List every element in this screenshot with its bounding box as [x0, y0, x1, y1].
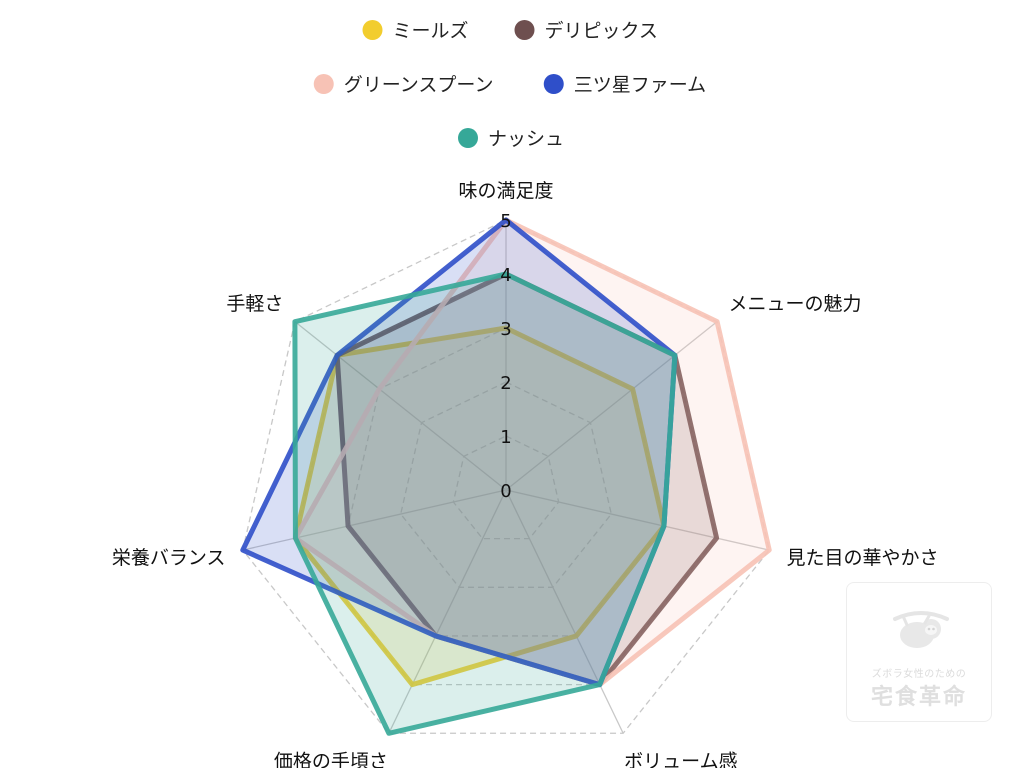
legend-label: 三ツ星ファーム: [574, 74, 706, 96]
axis-label: 手軽さ: [226, 293, 283, 315]
legend-item[interactable]: 三ツ星ファーム: [543, 74, 706, 96]
tick-label: 3: [500, 319, 511, 340]
legend-swatch: [362, 20, 383, 40]
tick-label: 1: [500, 427, 511, 448]
legend-label: ナッシュ: [488, 128, 564, 150]
legend-item[interactable]: デリピックス: [514, 20, 658, 42]
axis-label: ボリューム感: [624, 750, 737, 768]
series-polygon-5[interactable]: [292, 271, 678, 736]
radial-ticks: 0 1 2 3 4 5: [500, 211, 511, 502]
radar-series: [240, 217, 772, 736]
grid-spoke: [505, 321, 718, 491]
grid-spoke: [505, 489, 770, 551]
watermark-tagline: ズボラ女性のための: [871, 669, 967, 680]
grid-spoke: [505, 489, 624, 734]
legend-swatch: [543, 74, 564, 94]
series-polygon-1[interactable]: [292, 325, 667, 688]
grid-spoke: [242, 489, 507, 551]
legend-label: デリピックス: [545, 20, 658, 42]
legend-swatch: [458, 128, 478, 148]
legend-item[interactable]: グリーンスプーン: [313, 74, 494, 96]
legend-label: グリーンスプーン: [344, 74, 494, 96]
tick-label: 0: [500, 481, 511, 502]
tick-label: 2: [500, 373, 511, 394]
axis-label: 味の満足度: [458, 180, 553, 202]
sloth-icon: [893, 611, 949, 648]
legend-swatch: [313, 74, 334, 94]
axis-label: 見た目の華やかさ: [786, 547, 938, 569]
watermark-logo: ズボラ女性のための 宅食革命: [846, 582, 992, 722]
watermark-title: 宅食革命: [870, 685, 967, 710]
axis-label: 栄養バランス: [112, 547, 226, 569]
tick-label: 4: [500, 265, 511, 286]
legend-item[interactable]: ミールズ: [362, 20, 469, 42]
grid-ring-1: [452, 435, 560, 540]
legend-swatch: [514, 20, 535, 40]
grid-spoke: [388, 489, 507, 734]
legend-item[interactable]: ナッシュ: [458, 128, 564, 150]
axis-label: メニューの魅力: [729, 293, 862, 315]
legend-label: ミールズ: [393, 20, 469, 42]
tick-label: 5: [500, 211, 511, 232]
grid-spoke: [294, 321, 507, 491]
axis-label: 価格の手頃さ: [274, 750, 388, 768]
